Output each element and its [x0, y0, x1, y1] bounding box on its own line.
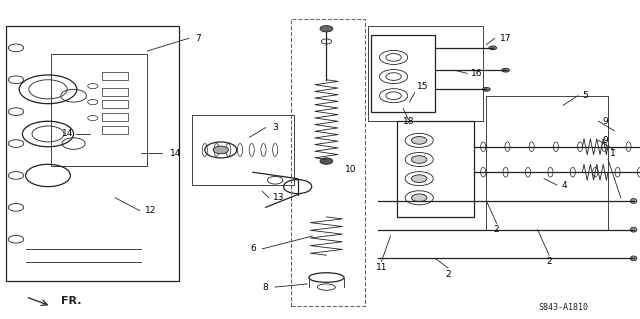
- Text: 2: 2: [445, 270, 451, 279]
- Circle shape: [213, 146, 228, 154]
- Text: 5: 5: [583, 91, 588, 100]
- Circle shape: [412, 175, 427, 182]
- Ellipse shape: [630, 198, 637, 204]
- Bar: [368, 26, 483, 121]
- Text: S843-A1810: S843-A1810: [538, 303, 588, 312]
- Text: 9: 9: [602, 136, 607, 145]
- Text: 8: 8: [263, 283, 268, 292]
- Text: 14: 14: [61, 130, 73, 138]
- Bar: [371, 35, 435, 112]
- Text: 16: 16: [471, 69, 483, 78]
- Bar: [102, 126, 128, 134]
- Text: FR.: FR.: [61, 296, 81, 307]
- Text: 13: 13: [273, 193, 284, 202]
- Bar: [51, 54, 147, 166]
- Bar: [192, 115, 294, 185]
- Text: 7: 7: [196, 34, 201, 43]
- Bar: [102, 113, 128, 121]
- Bar: [102, 72, 128, 80]
- Text: 17: 17: [500, 34, 511, 43]
- Circle shape: [502, 68, 509, 72]
- Text: 4: 4: [562, 181, 567, 189]
- Text: 12: 12: [145, 206, 156, 215]
- Text: 3: 3: [273, 123, 278, 132]
- Bar: [486, 96, 608, 230]
- Text: 15: 15: [417, 82, 428, 91]
- Text: 11: 11: [376, 263, 387, 272]
- Ellipse shape: [630, 227, 637, 232]
- Circle shape: [412, 156, 427, 163]
- Bar: [6, 26, 179, 281]
- Text: 9: 9: [602, 117, 607, 126]
- Circle shape: [320, 158, 333, 164]
- Bar: [102, 88, 128, 96]
- Ellipse shape: [630, 256, 637, 261]
- Text: 2: 2: [494, 225, 499, 234]
- Text: 2: 2: [547, 257, 552, 266]
- Text: 1: 1: [610, 149, 615, 158]
- Circle shape: [412, 194, 427, 202]
- Circle shape: [320, 26, 333, 32]
- Bar: [102, 100, 128, 108]
- Text: 10: 10: [345, 165, 356, 174]
- Bar: [291, 19, 365, 306]
- Circle shape: [412, 137, 427, 144]
- Circle shape: [489, 46, 497, 50]
- Text: 18: 18: [403, 117, 414, 126]
- Bar: [397, 121, 474, 217]
- Circle shape: [483, 87, 490, 91]
- Text: 14: 14: [170, 149, 182, 158]
- Text: 6: 6: [250, 244, 255, 253]
